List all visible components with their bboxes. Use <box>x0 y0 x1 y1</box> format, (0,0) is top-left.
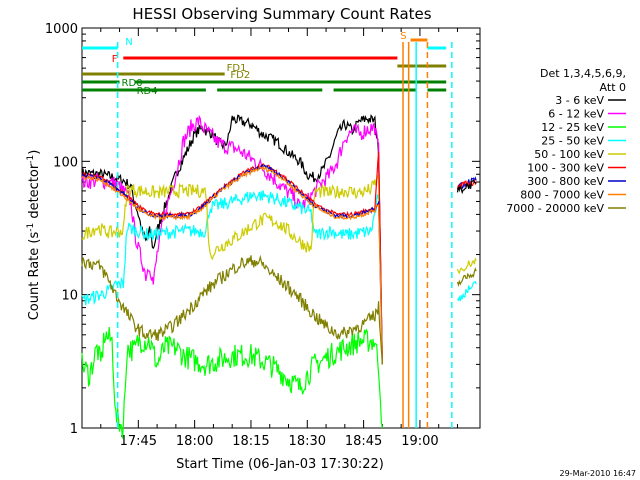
y-tick-label: 1 <box>70 422 78 437</box>
series-line-9 <box>81 254 383 365</box>
x-axis: 17:45 18:00 18:15 18:30 18:45 19:00 <box>100 28 458 449</box>
tail-line-4 <box>456 257 477 275</box>
x-tick-label: 17:45 <box>120 434 157 449</box>
timestamp: 29-Mar-2010 16:47 <box>560 469 637 478</box>
tail-line-3 <box>456 179 477 195</box>
legend-label: 7000 - 20000 keV <box>506 202 604 215</box>
y-label-part-2: detector <box>27 163 42 223</box>
flag-label-rd4: RD4 <box>137 86 158 97</box>
y-label-sup-1: -1 <box>26 223 36 232</box>
y-label-sup-2: -1 <box>26 155 36 164</box>
tail-line-5 <box>457 281 477 302</box>
x-tick-label: 19:00 <box>401 434 438 449</box>
legend-label: 25 - 50 keV <box>541 135 604 148</box>
legend-label: 3 - 6 keV <box>555 94 604 107</box>
vertical-lines <box>116 42 453 428</box>
chart-title: HESSI Observing Summary Count Rates <box>132 5 431 23</box>
series-line-4 <box>81 190 383 365</box>
flag-label-f: F <box>112 54 118 65</box>
flag-label-s: S <box>400 31 406 42</box>
legend-label: 800 - 7000 keV <box>520 189 604 202</box>
legend-title: Det 1,3,4,5,6,9, <box>540 67 626 80</box>
tail-line-6 <box>456 267 477 288</box>
x-axis-label: Start Time (06-Jan-03 17:30:22) <box>176 457 384 472</box>
x-tick-label: 18:30 <box>289 434 326 449</box>
plot-border <box>81 27 481 429</box>
y-label-part-3: ) <box>27 150 42 155</box>
legend-label: 100 - 300 keV <box>527 162 604 175</box>
x-tick-label: 18:45 <box>345 434 382 449</box>
y-tick-label: 10 <box>61 289 78 304</box>
y-axis: 1 10 100 1000 <box>45 22 480 437</box>
flag-label-fd1: FD1 <box>227 63 247 74</box>
flag-label-n: N <box>125 37 132 48</box>
series-line-5 <box>81 174 383 365</box>
legend-subtitle: Att 0 <box>600 81 626 94</box>
y-tick-label: 100 <box>53 155 78 170</box>
series-line-2 <box>81 114 383 365</box>
data-lines <box>81 114 477 439</box>
y-tick-label: 1000 <box>45 22 78 37</box>
flag-label-rd0: RD0 <box>122 78 143 89</box>
flag-label-fd2: FD2 <box>230 70 250 81</box>
x-tick-label: 18:00 <box>176 434 213 449</box>
legend-label: 50 - 100 keV <box>534 148 604 161</box>
legend-label: 300 - 800 keV <box>527 175 604 188</box>
x-tick-label: 18:15 <box>232 434 269 449</box>
plot-frame <box>81 27 481 429</box>
series-line-3 <box>81 326 383 439</box>
y-label-part-1: Count Rate (s <box>27 232 42 321</box>
y-axis-label: Count Rate (s-1 detector-1) <box>26 150 42 321</box>
legend-label: 6 - 12 keV <box>548 108 604 121</box>
legend-label: 12 - 25 keV <box>541 121 604 134</box>
series-line-8 <box>81 165 383 365</box>
